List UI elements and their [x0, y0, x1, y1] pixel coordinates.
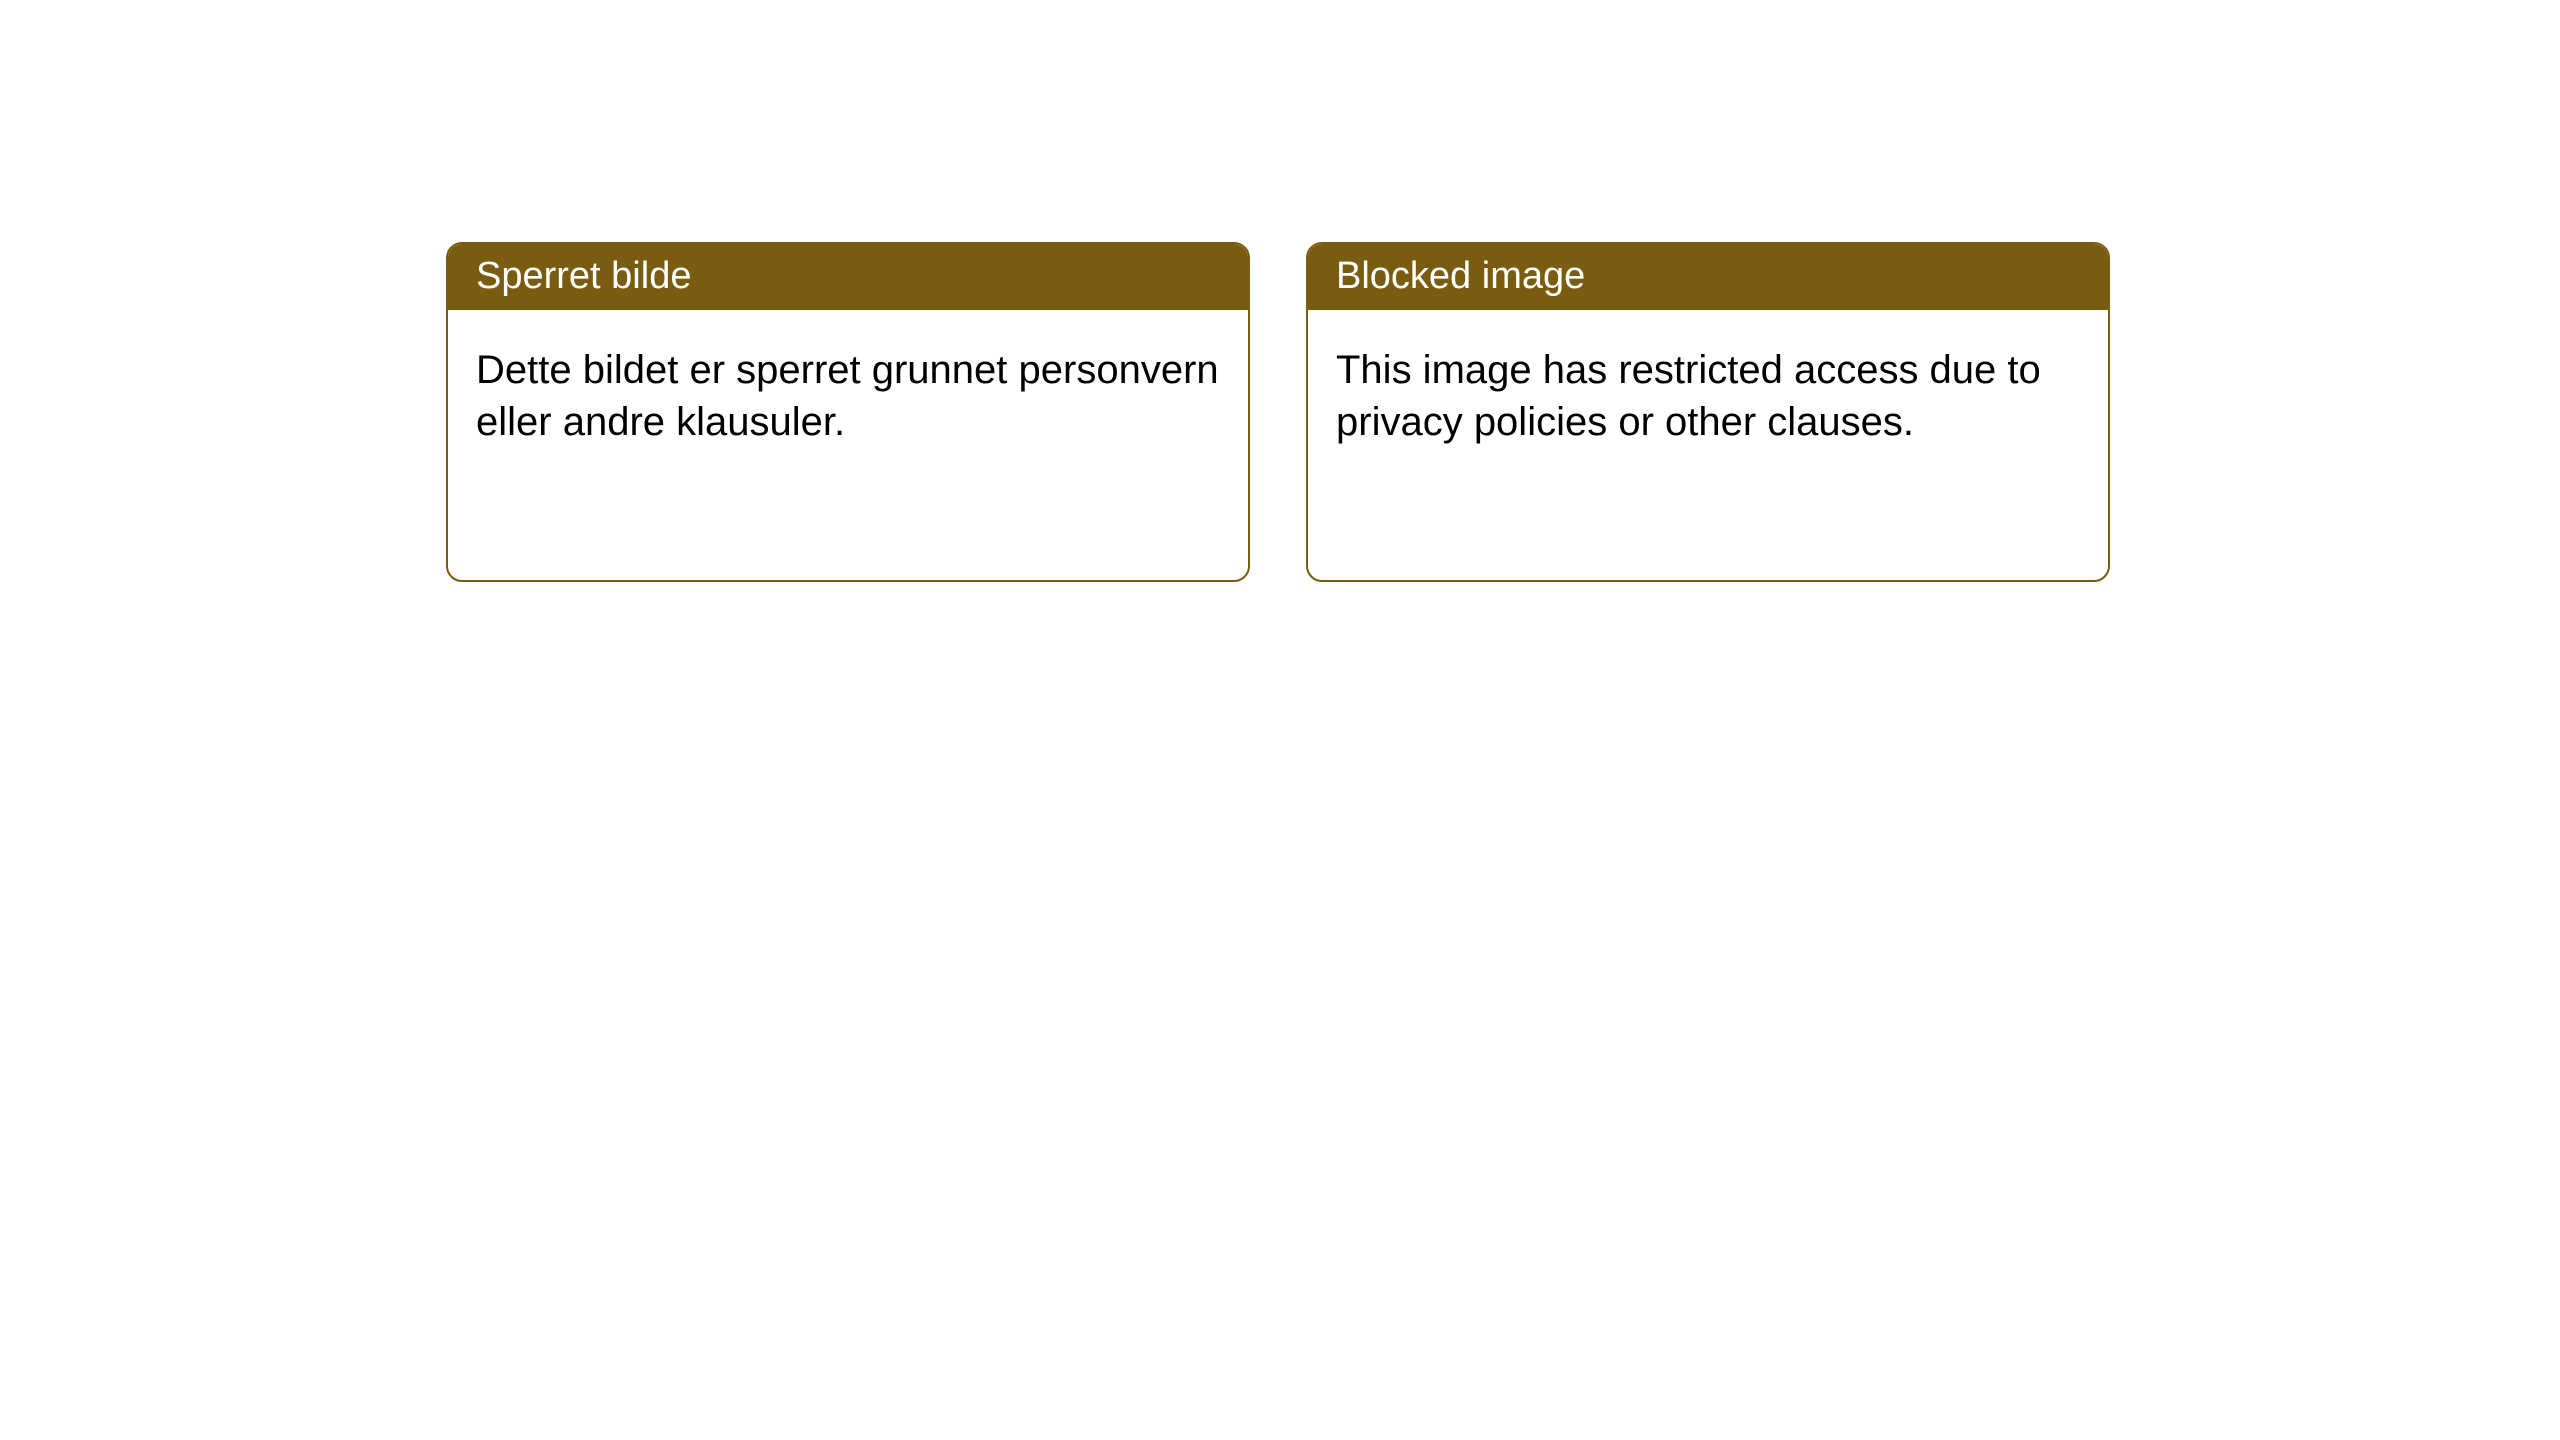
notice-body: Dette bildet er sperret grunnet personve… — [448, 310, 1248, 482]
notice-box-norwegian: Sperret bilde Dette bildet er sperret gr… — [446, 242, 1250, 582]
notice-box-english: Blocked image This image has restricted … — [1306, 242, 2110, 582]
notice-header: Blocked image — [1308, 244, 2108, 310]
notice-header: Sperret bilde — [448, 244, 1248, 310]
notice-body: This image has restricted access due to … — [1308, 310, 2108, 482]
notice-container: Sperret bilde Dette bildet er sperret gr… — [446, 242, 2110, 582]
